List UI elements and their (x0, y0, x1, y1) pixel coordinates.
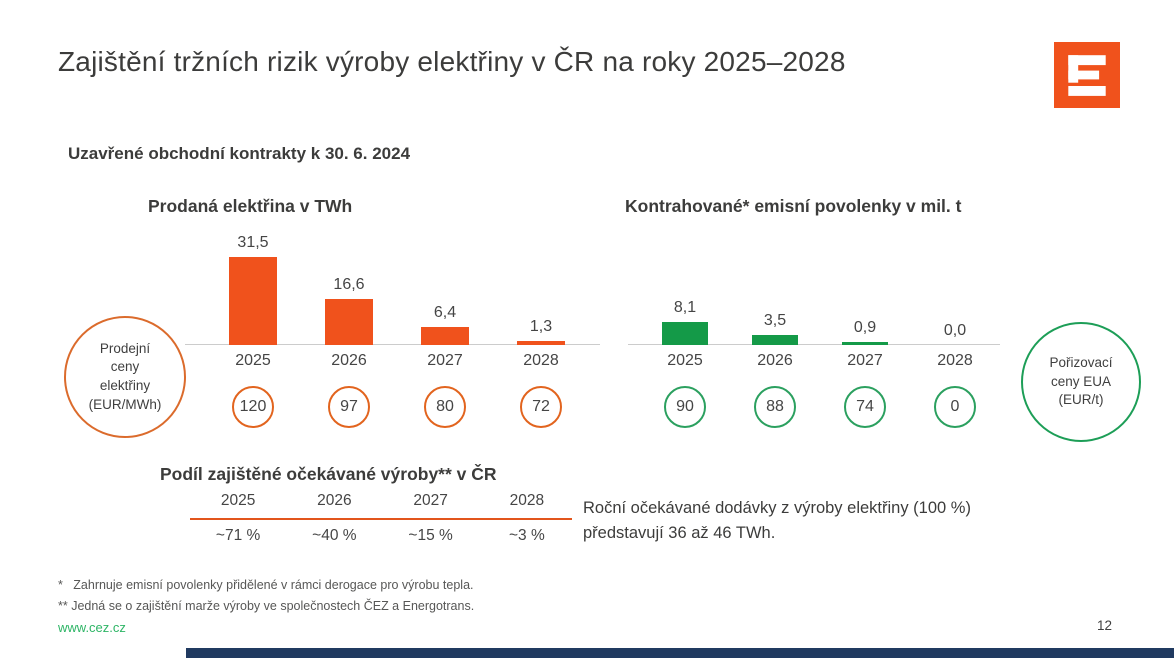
legend-circle-line: ceny EUA (1050, 373, 1112, 389)
chart-column: 8,1 2025 90 (640, 230, 730, 428)
bar-chart-allowances: 8,1 2025 90 3,5 2026 88 0,9 2027 74 0,0 2028 0 (640, 230, 1000, 428)
chart-title-allowances: Kontrahované* emisní povolenky v mil. t (625, 196, 962, 216)
bar-value-label: 0,9 (853, 319, 877, 336)
bar (842, 342, 888, 345)
axis-baseline-electricity (185, 344, 600, 345)
bar-value-label: 3,5 (763, 312, 787, 329)
price-circle: 90 (664, 386, 706, 428)
table-year-cell: 2025 (220, 492, 256, 509)
bar-chart-electricity: 31,5 2025 120 16,6 2026 97 6,4 2027 80 1,3 2028 72 (205, 230, 589, 428)
bar (229, 257, 277, 345)
legend-circle-line: ceny (110, 359, 140, 375)
axis-baseline-allowances (628, 344, 1000, 345)
table-percentage-cell: ~40 % (312, 527, 357, 544)
year-label: 2025 (235, 352, 271, 369)
bar (662, 322, 708, 345)
year-label: 2028 (937, 352, 973, 369)
website-link[interactable]: www.cez.cz (58, 620, 126, 635)
footnote-margin: ** Jedná se o zajištění marže výroby ve … (58, 599, 475, 613)
slide-subtitle: Uzavřené obchodní kontrakty k 30. 6. 202… (68, 144, 411, 163)
table-year-cell: 2028 (509, 492, 545, 509)
chart-title-electricity: Prodaná elektřina v TWh (148, 196, 353, 216)
chart-column: 31,5 2025 120 (205, 230, 301, 428)
chart-column: 0,0 2028 0 (910, 230, 1000, 428)
bar-value-label: 31,5 (237, 234, 269, 251)
legend-circle-line: (EUR/t) (1058, 392, 1104, 408)
price-circle: 80 (424, 386, 466, 428)
legend-circle-line: Prodejní (99, 340, 151, 356)
year-label: 2027 (847, 352, 883, 369)
annual-deliveries-note-line1: Roční očekávané dodávky z výroby elektři… (583, 499, 971, 517)
year-label: 2026 (757, 352, 793, 369)
legend-circle-line: Pořizovací (1049, 355, 1113, 371)
price-circle: 88 (754, 386, 796, 428)
page-number: 12 (1096, 618, 1112, 633)
table-percentage-cell: ~71 % (215, 527, 261, 544)
bar-value-label: 1,3 (529, 318, 553, 335)
table-percentage-cell: ~3 % (508, 527, 545, 544)
bar (325, 299, 373, 345)
eua-price-legend-circle: Pořizovací ceny EUA (EUR/t) (1021, 322, 1141, 442)
bar-value-label: 16,6 (333, 276, 365, 293)
year-label: 2026 (331, 352, 367, 369)
price-circle: 97 (328, 386, 370, 428)
table-percentage-row: ~71 % ~40 % ~15 % ~3 % (190, 527, 575, 545)
bar-value-label: 8,1 (673, 299, 697, 316)
annual-deliveries-note: Roční očekávané dodávky z výroby elektři… (583, 496, 1013, 546)
chart-column: 16,6 2026 97 (301, 230, 397, 428)
table-year-row: 2025 2026 2027 2028 (190, 492, 575, 510)
bar (752, 335, 798, 345)
annual-deliveries-note-line2: představují 36 až 46 TWh. (583, 523, 776, 542)
table-divider-line (190, 518, 572, 520)
bottom-accent-bar (186, 648, 1174, 658)
bar (517, 341, 565, 345)
table-title-secured-production: Podíl zajištěné očekávané výroby** v ČR (160, 464, 497, 484)
price-circle: 74 (844, 386, 886, 428)
year-label: 2028 (523, 352, 559, 369)
price-circle: 72 (520, 386, 562, 428)
chart-column: 3,5 2026 88 (730, 230, 820, 428)
price-circle: 0 (934, 386, 976, 428)
table-year-cell: 2027 (413, 492, 448, 509)
year-label: 2025 (667, 352, 703, 369)
cez-logo-e-glyph (1068, 55, 1106, 96)
chart-column: 0,9 2027 74 (820, 230, 910, 428)
table-percentage-cell: ~15 % (408, 527, 453, 544)
electricity-price-legend-circle: Prodejní ceny elektřiny (EUR/MWh) (64, 316, 186, 438)
bar (421, 327, 469, 345)
price-circle: 120 (232, 386, 274, 428)
footnote-derogation: * Zahrnuje emisní povolenky přidělené v … (58, 578, 474, 592)
bar-value-label: 6,4 (433, 304, 457, 321)
chart-column: 6,4 2027 80 (397, 230, 493, 428)
legend-circle-line: elektřiny (99, 378, 151, 393)
year-label: 2027 (427, 352, 463, 369)
bar-value-label: 0,0 (943, 322, 967, 339)
slide-title: Zajištění tržních rizik výroby elektřiny… (58, 46, 846, 77)
chart-column: 1,3 2028 72 (493, 230, 589, 428)
table-year-cell: 2026 (317, 492, 352, 509)
cez-logo-icon (1054, 42, 1120, 108)
legend-circle-line: (EUR/MWh) (88, 396, 162, 412)
